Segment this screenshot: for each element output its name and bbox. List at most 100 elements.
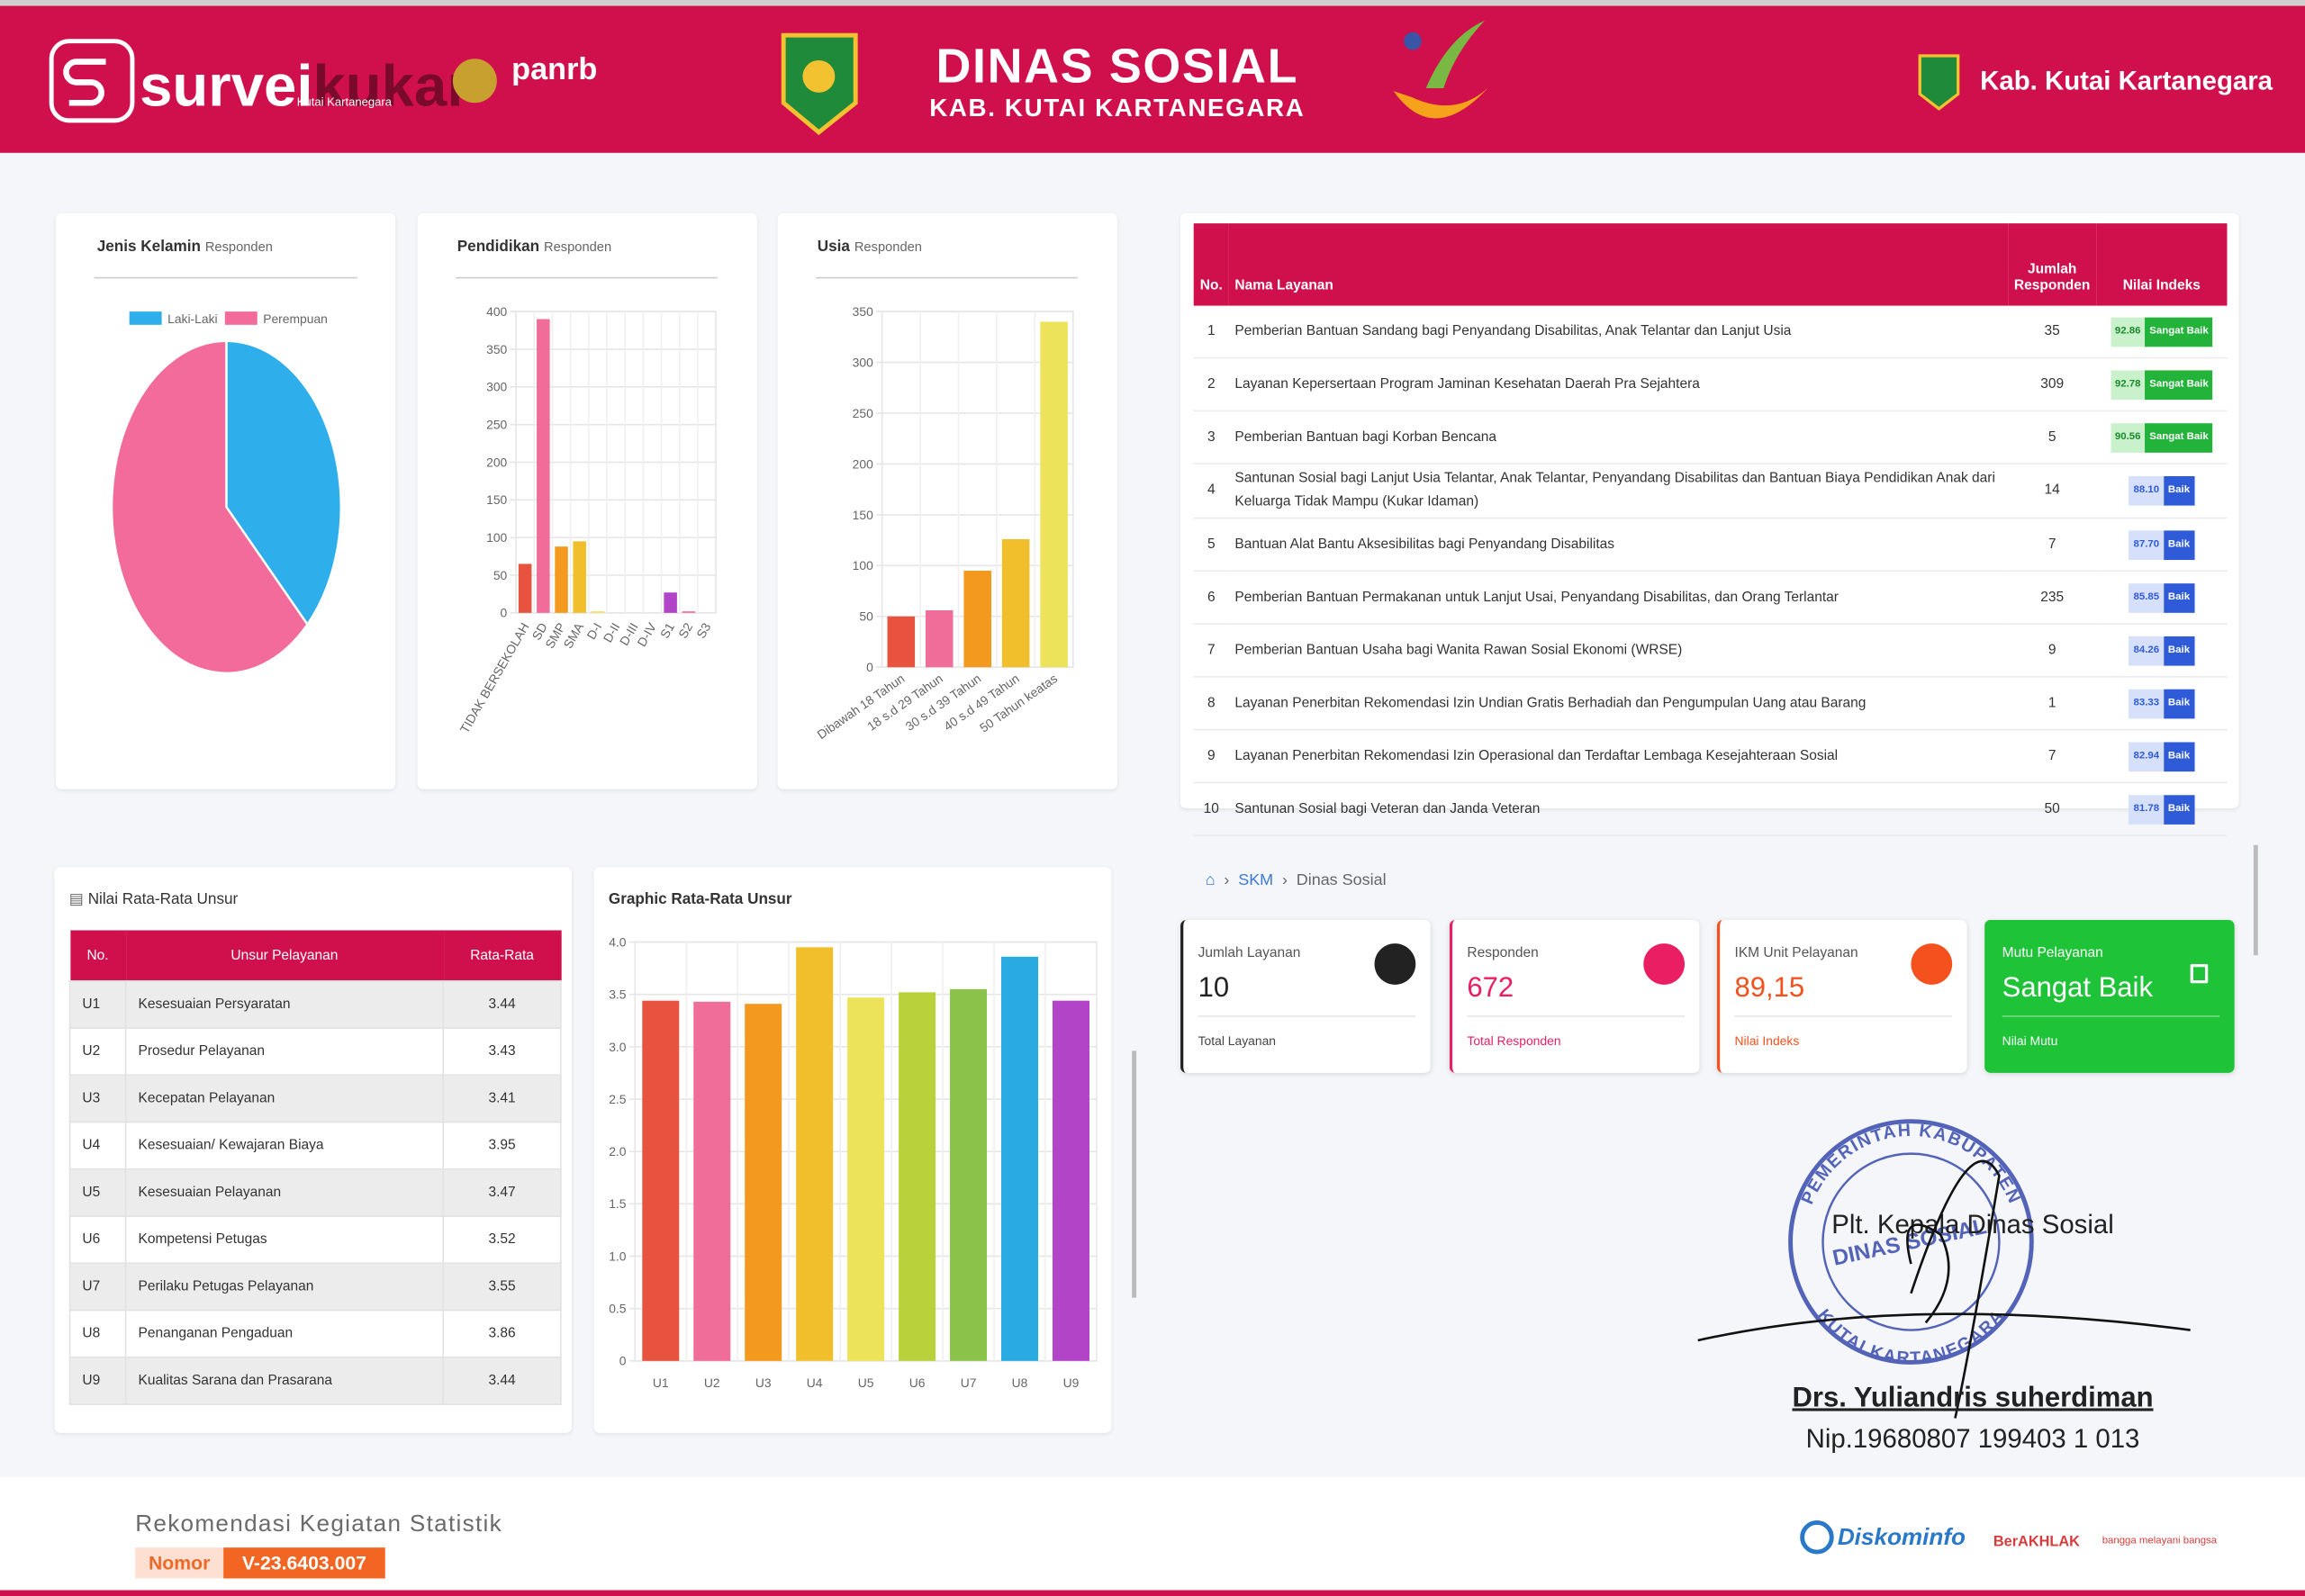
breadcrumb: ⌂ › SKM › Dinas Sosial — [1205, 871, 1387, 889]
unsur-name: Kesesuaian Persyaratan — [124, 979, 445, 1029]
stamp-ring — [1821, 1152, 2001, 1331]
stamp-bottom: KUTAI KARTANEGARA — [1813, 1305, 2007, 1368]
signature-name: Drs. Yuliandris suherdiman — [1792, 1381, 2153, 1412]
unsur-value: 3.43 — [442, 1027, 562, 1077]
table-row: 8 Layanan Penerbitan Rekomendasi Izin Und… — [1193, 676, 2228, 731]
grade-badge: Baik — [2164, 794, 2194, 825]
unsur-value: 3.44 — [442, 1356, 562, 1405]
summary-card: IKM Unit Pelayanan 89,15 Nilai Indeks — [1716, 920, 1967, 1073]
unsur-value: 3.44 — [442, 979, 562, 1029]
nomor: V-23.6403.007 — [242, 1554, 366, 1574]
footer — [0, 1476, 2305, 1592]
table-header: No. — [1193, 223, 1229, 306]
stamp-text: KUTAI KARTANEGARA — [1813, 1305, 2009, 1368]
row-number: 3 — [1193, 410, 1229, 464]
table-header: Rata-Rata — [443, 930, 561, 981]
card-value: 10 — [1198, 972, 1230, 1005]
unsur-name: Kompetensi Petugas — [124, 1215, 445, 1265]
unsur-name: Perilaku Petugas Pelayanan — [124, 1262, 445, 1312]
grade-badge: Sangat Baik — [2145, 422, 2213, 453]
unsur-table: No. Unsur Pelayanan Rata-Rata U1 Kesesuaian … — [68, 930, 562, 1405]
table-header: Nilai Indeks — [2096, 223, 2228, 306]
table-row: 2 Layanan Kepersertaan Program Jaminan Ke… — [1193, 357, 2228, 412]
home-icon[interactable]: ⌂ — [1205, 871, 1216, 889]
scrollbar — [1132, 1050, 1137, 1298]
respondent-count: 235 — [2008, 571, 2097, 625]
respondent-count: 35 — [2008, 305, 2097, 359]
table-row: 3 Pemberian Bantuan bagi Korban Bencana 5 9… — [1193, 410, 2228, 464]
table-header: Nama Layanan — [1228, 223, 2009, 306]
table-row: 1 Pemberian Bantuan Sandang bagi Penyanda… — [1193, 305, 2228, 359]
education-panel — [417, 212, 757, 789]
card-footer: Total Layanan — [1198, 1032, 1277, 1049]
dinsos-logo — [1393, 87, 1488, 119]
index-value: 87.70 — [2129, 529, 2165, 560]
logo-icon — [49, 39, 135, 123]
summary-card: Jumlah Layanan 10 Total Layanan — [1180, 920, 1431, 1073]
stamp: PEMERINTAH KABUPATEN DINAS SOSIAL KUTAI … — [1788, 1119, 2034, 1368]
breadcrumb-link[interactable]: SKM — [1238, 871, 1274, 889]
header-title: DINAS SOSIAL — [936, 39, 1298, 93]
index-value: 92.86 — [2110, 316, 2146, 347]
grade-badge: Baik — [2164, 636, 2194, 665]
gender-panel — [56, 212, 396, 789]
index-value: 83.33 — [2129, 688, 2165, 718]
respondent-count: 7 — [2008, 518, 2097, 573]
brand-accent: kukar — [312, 53, 469, 119]
bangga-logo: bangga melayani bangsa — [2102, 1535, 2218, 1546]
unsur-value: 3.55 — [442, 1262, 562, 1312]
brand: surveikukar — [140, 53, 470, 119]
signature-position: Plt. Kepala Dinas Sosial — [1831, 1210, 2114, 1240]
unsur-code: U4 — [68, 1121, 127, 1170]
header-subtitle: KAB. KUTAI KARTANEGARA — [929, 94, 1305, 122]
grade-badge: Baik — [2164, 582, 2194, 612]
index-value: 81.78 — [2129, 794, 2165, 825]
service-name: Layanan Kepersertaan Program Jaminan Kes… — [1228, 357, 2009, 412]
signature-nip: Nip.19680807 199403 1 013 — [1806, 1424, 2140, 1454]
table-row: U7 Perilaku Petugas Pelayanan 3.55 — [68, 1262, 562, 1312]
table-header: Unsur Pelayanan — [125, 930, 444, 981]
scrollbar — [2253, 844, 2258, 956]
card-footer: Total Responden — [1467, 1032, 1561, 1049]
card-icon — [1374, 943, 1416, 985]
table-row: 9 Layanan Penerbitan Rekomendasi Izin Ope… — [1193, 729, 2228, 784]
unsur-value: 3.41 — [442, 1074, 562, 1123]
stamp-middle: DINAS SOSIAL — [1830, 1214, 1989, 1271]
index-cell: 81.78 Baik — [2096, 782, 2228, 836]
grade-badge: Baik — [2164, 529, 2194, 560]
index-value: 84.26 — [2129, 636, 2165, 665]
table-row: U1 Kesesuaian Persyaratan 3.44 — [68, 979, 562, 1029]
card-value: Sangat Baik — [2002, 972, 2153, 1005]
table-header: Jumlah Responden — [2008, 223, 2097, 306]
table-row: 5 Bantuan Alat Bantu Aksesibilitas bagi P… — [1193, 518, 2228, 573]
unsur-name: Kesesuaian Pelayanan — [124, 1168, 445, 1217]
emblem-center — [802, 59, 836, 93]
card-label: Responden — [1467, 944, 1539, 961]
index-value: 82.94 — [2129, 741, 2165, 771]
row-number: 4 — [1193, 464, 1229, 519]
partner-logo: panrb — [511, 52, 597, 86]
unsur-code: U9 — [68, 1356, 127, 1405]
respondent-count: 1 — [2008, 676, 2097, 731]
table-row: U6 Kompetensi Petugas 3.52 — [68, 1215, 562, 1265]
grade-badge: Baik — [2164, 688, 2194, 718]
card-value: 672 — [1467, 972, 1514, 1005]
stamp-text: PEMERINTAH KABUPATEN — [1797, 1121, 2024, 1207]
row-number: 8 — [1193, 676, 1229, 731]
unsur-code: U6 — [68, 1215, 127, 1265]
nomor-label: Nomor — [149, 1554, 210, 1574]
summary-card: Responden 672 Total Responden — [1449, 920, 1700, 1073]
table-row: U4 Kesesuaian/ Kewajaran Biaya 3.95 — [68, 1121, 562, 1170]
breadcrumb-current: Dinas Sosial — [1296, 871, 1387, 889]
table-row: U9 Kualitas Sarana dan Prasarana 3.44 — [68, 1356, 562, 1405]
unsur-name: Prosedur Pelayanan — [124, 1027, 445, 1077]
card-icon — [2190, 964, 2209, 984]
table-row: U3 Kecepatan Pelayanan 3.41 — [68, 1074, 562, 1123]
region-name: Kab. Kutai Kartanegara — [1980, 67, 2273, 96]
respondent-count: 309 — [2008, 357, 2097, 412]
grade-badge: Sangat Baik — [2145, 316, 2213, 347]
unsur-code: U5 — [68, 1168, 127, 1217]
card-label: IKM Unit Pelayanan — [1734, 944, 1858, 961]
service-name: Layanan Penerbitan Rekomendasi Izin Oper… — [1228, 729, 2009, 784]
service-name: Pemberian Bantuan bagi Korban Bencana — [1228, 410, 2009, 464]
